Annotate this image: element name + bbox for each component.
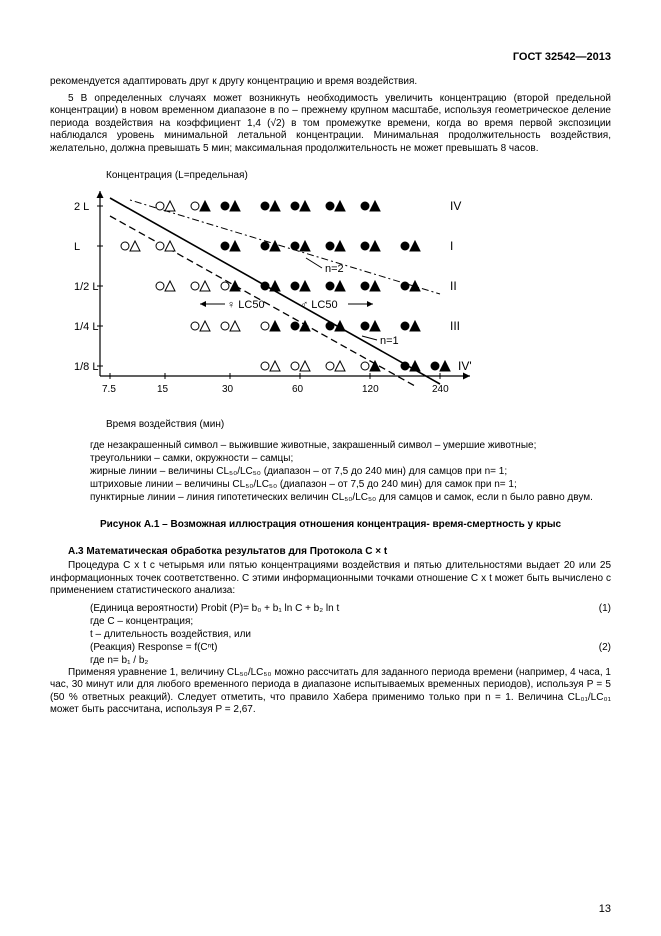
svg-text:120: 120 xyxy=(362,384,379,395)
where-t: t – длительность воздействия, или xyxy=(90,628,611,641)
svg-text:1/4 L: 1/4 L xyxy=(74,321,98,333)
where-n: где n= b₁ / b₂ xyxy=(90,654,611,667)
svg-text:III: III xyxy=(450,319,460,333)
svg-text:60: 60 xyxy=(292,384,304,395)
equation-2: (Реакция) Response = f(Cⁿt) xyxy=(90,641,551,654)
section-a3-heading: А.3 Математическая обработка результатов… xyxy=(50,545,611,558)
svg-text:II: II xyxy=(450,279,457,293)
formula-block: (Единица вероятности) Probit (P)= b₀ + b… xyxy=(90,602,611,667)
legend-line-2: треугольники – самки, окружности – самцы… xyxy=(90,452,611,465)
intro-block: рекомендуется адаптировать друг к другу … xyxy=(50,76,611,155)
svg-text:15: 15 xyxy=(157,384,169,395)
chart-legend: где незакрашенный символ – выжившие живо… xyxy=(90,439,611,504)
svg-text:n=2: n=2 xyxy=(325,263,344,275)
section-a3-tail: Применяя уравнение 1, величину CL₅₀/LC₅₀… xyxy=(50,667,611,717)
chart-x-axis-label: Время воздействия (мин) xyxy=(106,418,611,431)
a3-p2: Применяя уравнение 1, величину CL₅₀/LC₅₀… xyxy=(50,667,611,717)
a3-p1: Процедура C x t с четырьмя или пятью кон… xyxy=(50,560,611,598)
chart-container: Концентрация (L=предельная) 2 L L 1/2 L 1/4… xyxy=(50,169,611,431)
page-number: 13 xyxy=(599,902,611,916)
svg-text:240: 240 xyxy=(432,384,449,395)
doc-header: ГОСТ 32542—2013 xyxy=(50,50,611,64)
svg-text:I: I xyxy=(450,239,453,253)
concentration-time-chart: 2 L L 1/2 L 1/4 L 1/8 L 7.5 15 30 60 120 240 ♀ LC50… xyxy=(70,186,530,416)
intro-p1: рекомендуется адаптировать друг к другу … xyxy=(50,76,611,89)
section-a3-body: Процедура C x t с четырьмя или пятью кон… xyxy=(50,560,611,598)
svg-text:n=1: n=1 xyxy=(380,335,399,347)
legend-line-4: штриховые линии – величины CL₅₀/LC₅₀ (ди… xyxy=(90,478,611,491)
figure-caption: Рисунок А.1 – Возможная иллюстрация отно… xyxy=(50,518,611,531)
legend-line-3: жирные линии – величины CL₅₀/LC₅₀ (диапа… xyxy=(90,465,611,478)
legend-line-1: где незакрашенный символ – выжившие живо… xyxy=(90,439,611,452)
equation-2-num: (2) xyxy=(551,641,611,654)
intro-p2: 5 В определенных случаях может возникнут… xyxy=(50,93,611,156)
svg-text:1/2 L: 1/2 L xyxy=(74,281,98,293)
svg-text:♀ LC50: ♀ LC50 xyxy=(227,299,265,311)
svg-text:L: L xyxy=(74,241,80,253)
svg-text:IV: IV xyxy=(450,199,461,213)
svg-text:♂ LC50: ♂ LC50 xyxy=(300,299,338,311)
chart-y-axis-label: Концентрация (L=предельная) xyxy=(106,169,611,182)
where-c: где C – концентрация; xyxy=(90,615,611,628)
svg-text:30: 30 xyxy=(222,384,234,395)
page: ГОСТ 32542—2013 рекомендуется адаптирова… xyxy=(0,0,661,936)
svg-text:2 L: 2 L xyxy=(74,201,89,213)
svg-text:1/8 L: 1/8 L xyxy=(74,361,98,373)
svg-text:7.5: 7.5 xyxy=(102,384,116,395)
legend-line-5: пунктирные линии – линия гипотетических … xyxy=(90,491,611,504)
equation-1: (Единица вероятности) Probit (P)= b₀ + b… xyxy=(90,602,551,615)
svg-text:IV': IV' xyxy=(458,359,472,373)
equation-1-num: (1) xyxy=(551,602,611,615)
